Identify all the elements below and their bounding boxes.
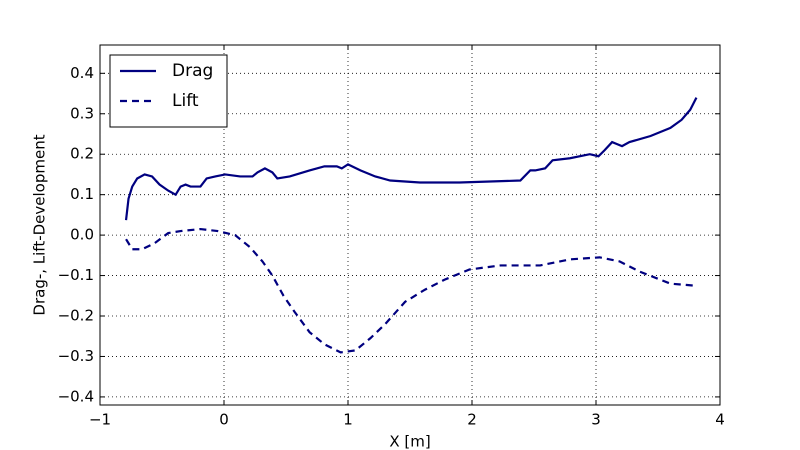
y-tick-label: 0.0 [70,226,94,244]
data-line [125,227,696,354]
legend-label: Drag [172,61,213,81]
x-tick-label: 0 [219,411,229,429]
legend-box [109,54,228,128]
y-tick-label: 0.1 [70,185,94,203]
y-tick-label: −0.4 [58,387,94,405]
data-line [124,97,698,221]
x-axis-label: X [m] [389,433,430,450]
x-tick-label: −1 [89,411,111,429]
legend: Drag Lift [109,54,228,128]
y-tick-label: 0.4 [70,64,94,82]
x-tick-label: 3 [591,411,601,429]
y-axis-label: Drag-, Lift-Development [31,134,49,315]
x-tick-label: 4 [715,411,725,429]
y-tick-label: −0.3 [58,347,94,365]
legend-label: Lift [172,91,199,111]
x-tick-label: 1 [343,411,353,429]
y-tick-label: −0.1 [58,266,94,284]
y-tick-label: 0.3 [70,104,94,122]
x-tick-label: 2 [467,411,477,429]
y-tick-label: 0.2 [70,145,94,163]
y-tick-label: −0.2 [58,307,94,325]
plot-frame [99,44,721,406]
